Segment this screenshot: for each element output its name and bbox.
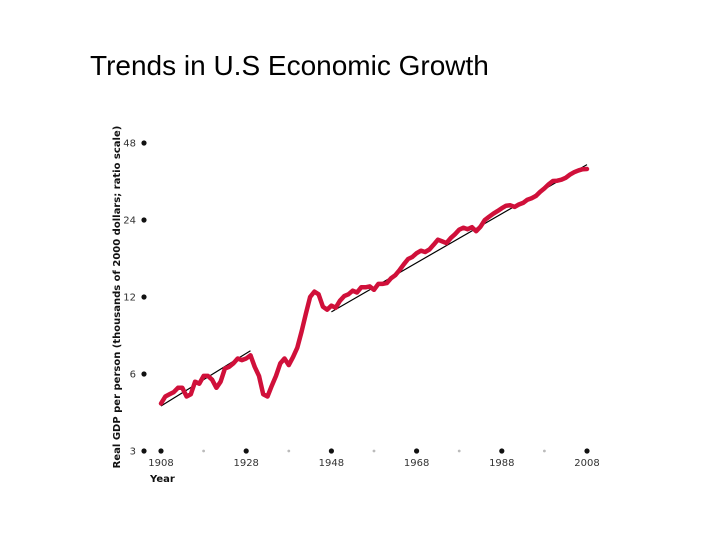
x-tick-label-1908: 1908	[148, 458, 173, 469]
x-axis: 1908 1928 1948 1968 1988 2008	[148, 448, 600, 469]
x-minor-tick-1958	[372, 449, 376, 453]
x-tick-label-1968: 1968	[404, 458, 429, 469]
x-tick-label-1948: 1948	[319, 458, 344, 469]
x-axis-title: Year	[149, 474, 175, 485]
x-tick-label-1988: 1988	[489, 458, 514, 469]
gdp-series	[158, 166, 590, 406]
gdp-line	[158, 166, 590, 406]
y-axis-title: Real GDP per person (thousands of 2000 d…	[112, 126, 123, 469]
y-tick-label-6: 6	[130, 370, 136, 381]
slide-title: Trends in U.S Economic Growth	[90, 50, 489, 81]
x-tick-dot-1968	[414, 448, 420, 454]
y-tick-dot-12	[141, 294, 147, 300]
y-tick-label-3: 3	[130, 447, 136, 458]
x-tick-dot-1928	[243, 448, 249, 454]
y-tick-label-24: 24	[123, 216, 136, 227]
x-tick-label-2008: 2008	[574, 458, 599, 469]
y-tick-dot-3	[141, 448, 147, 454]
x-tick-dot-1948	[328, 448, 334, 454]
x-tick-dot-1988	[499, 448, 505, 454]
x-minor-tick-1998	[543, 449, 546, 453]
x-tick-label-1928: 1928	[233, 458, 258, 469]
y-axis: 3 6 12 24 48	[123, 139, 147, 458]
x-minor-tick-1938	[287, 449, 291, 453]
x-tick-dot-1908	[158, 448, 164, 454]
x-minor-tick-1978	[457, 449, 461, 453]
y-tick-dot-6	[141, 371, 147, 377]
x-minor-tick-1918	[202, 449, 206, 453]
x-tick-dot-2008	[584, 448, 590, 454]
y-tick-dot-24	[141, 217, 147, 223]
y-tick-dot-48	[141, 140, 147, 146]
y-tick-label-48: 48	[123, 139, 136, 150]
y-tick-label-12: 12	[123, 293, 136, 304]
